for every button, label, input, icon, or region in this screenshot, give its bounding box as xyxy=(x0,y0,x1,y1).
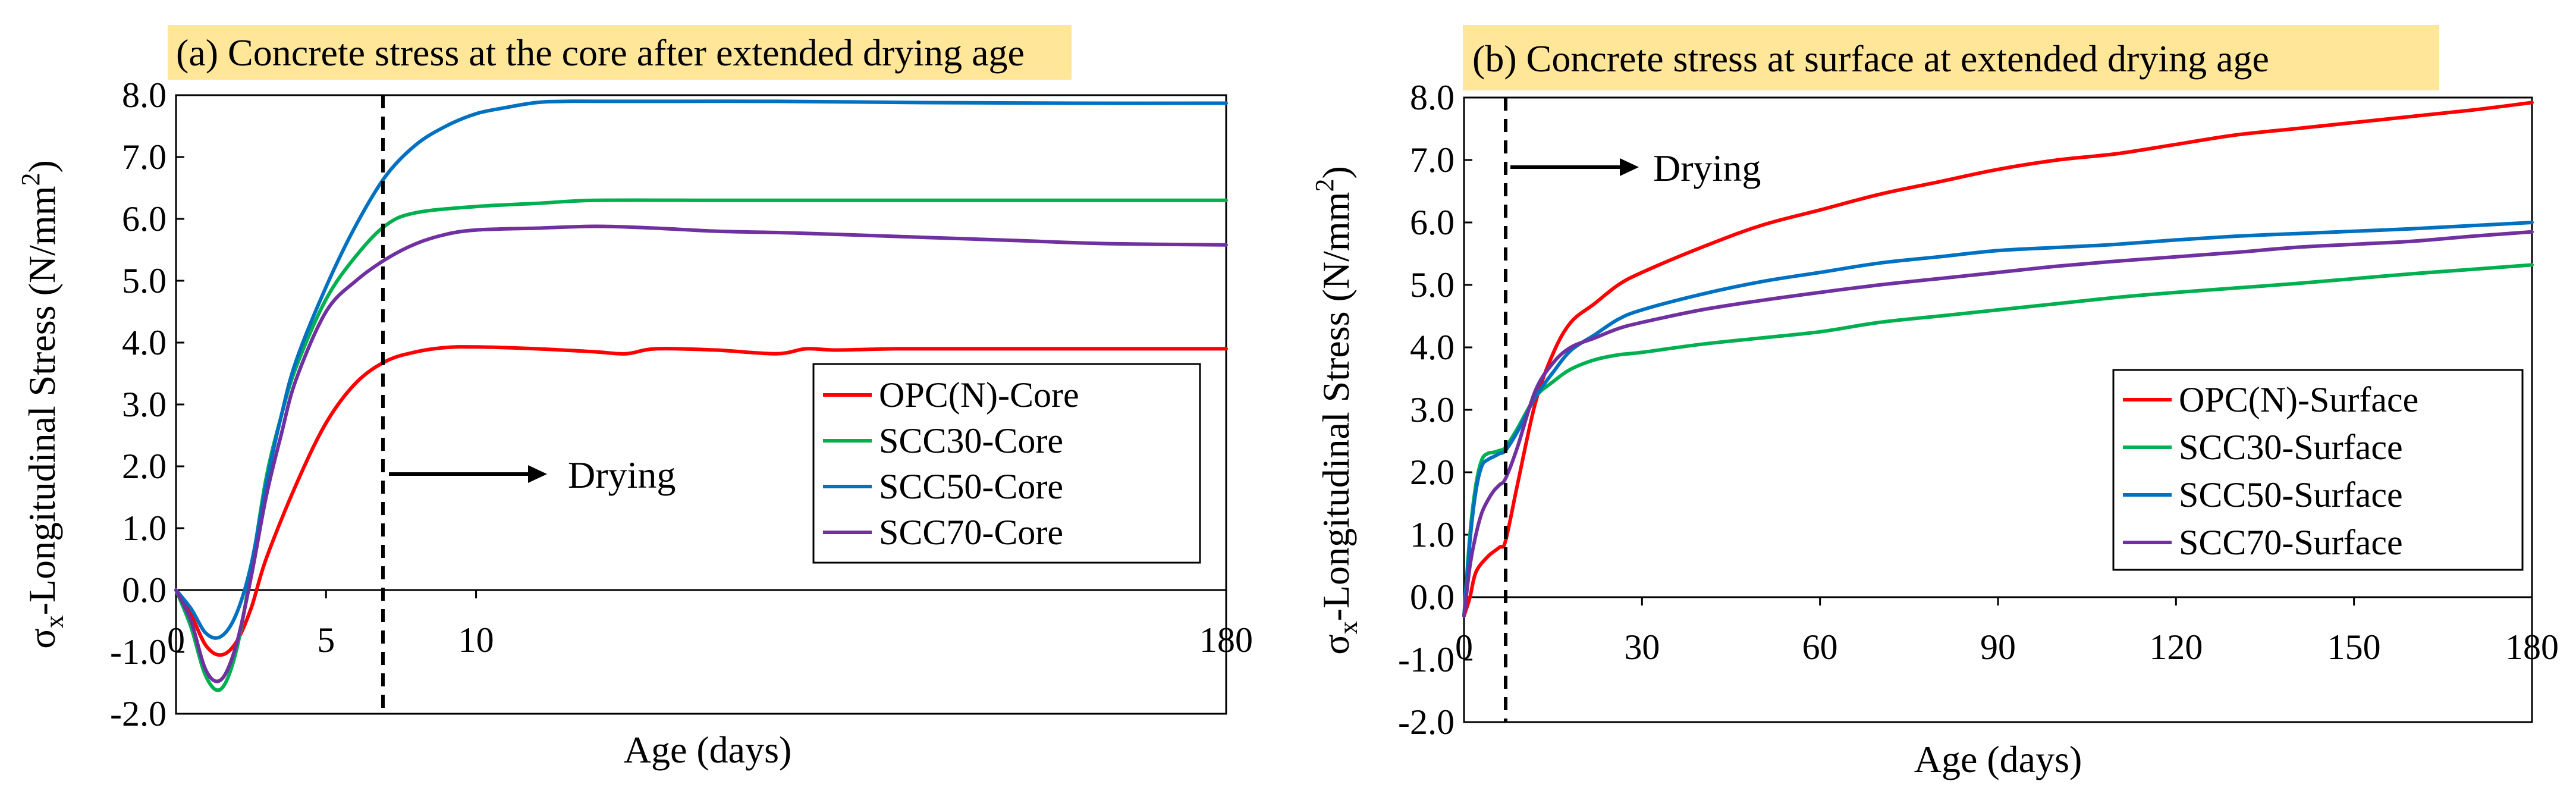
x-tick-label: 180 xyxy=(1199,620,1253,660)
x-tick-label: 180 xyxy=(2505,628,2559,667)
x-tick-label: 30 xyxy=(1624,628,1660,667)
panel-b-legend: OPC(N)-Surface SCC30-Surface SCC50-Surface… xyxy=(2112,369,2524,571)
panel-b-x-axis-title: Age (days) xyxy=(1914,738,2082,780)
panel-a-y-axis: -2.0 -1.0 0.0 1.0 2.0 3.0 4.0 5.0 6.0 7.0 8.0 xyxy=(110,76,184,733)
legend-label: SCC50-Core xyxy=(879,467,1063,506)
y-tick-label: 7.0 xyxy=(1410,140,1455,180)
x-tick-label: 10 xyxy=(458,620,494,660)
legend-label: OPC(N)-Surface xyxy=(2179,380,2418,419)
panel-a-legend: OPC(N)-Core SCC30-Core SCC50-Core SCC70-Cor… xyxy=(812,363,1201,564)
y-tick-label: 6.0 xyxy=(122,199,167,239)
y-tick-label: 3.0 xyxy=(1410,390,1455,429)
y-tick-label: 1.0 xyxy=(1410,515,1455,554)
series-line-scc70-surface xyxy=(1462,230,2534,618)
panel-a-x-axis-title: Age (days) xyxy=(624,729,792,771)
y-tick-label: 7.0 xyxy=(122,137,167,177)
y-tick-label: 5.0 xyxy=(1410,265,1455,305)
y-tick-label: -1.0 xyxy=(110,632,167,672)
legend-label: SCC70-Surface xyxy=(2179,523,2403,562)
series-line-scc50-core xyxy=(174,99,1228,640)
panel-b-drying-arrowhead xyxy=(1620,158,1639,176)
legend-label: OPC(N)-Core xyxy=(879,375,1079,415)
legend-label: SCC70-Core xyxy=(879,513,1063,552)
y-tick-label: -1.0 xyxy=(1398,640,1455,679)
series-line-scc30-core xyxy=(174,198,1228,692)
y-tick-label: 2.0 xyxy=(1410,453,1455,492)
x-tick-label: 150 xyxy=(2327,628,2381,667)
panel-a-series xyxy=(174,99,1228,692)
panel-b-title: (b) Concrete stress at surface at extend… xyxy=(1472,37,2269,80)
y-tick-label: -2.0 xyxy=(110,694,167,733)
y-tick-label: 1.0 xyxy=(122,509,167,548)
panel-b-legend-box xyxy=(2112,369,2524,571)
series-line-scc70-core xyxy=(174,224,1228,683)
y-tick-label: 4.0 xyxy=(1410,328,1455,367)
panel-b-y-axis-title: σx-Longitudinal Stress (N/mm2) xyxy=(1310,166,1363,655)
panel-b-surface-stress-chart: (b) Concrete stress at surface at extend… xyxy=(1310,25,2559,780)
legend-label: SCC50-Surface xyxy=(2179,475,2403,514)
legend-label: SCC30-Core xyxy=(879,421,1063,460)
panel-a-drying-label: Drying xyxy=(568,454,676,496)
x-tick-label: 90 xyxy=(1980,628,2016,667)
y-tick-label: 0.0 xyxy=(1410,578,1455,617)
panel-a-core-stress-chart: (a) Concrete stress at the core after ex… xyxy=(16,25,1253,771)
x-tick-label: 0 xyxy=(1455,628,1473,667)
y-tick-label: 2.0 xyxy=(122,447,167,486)
panel-a-legend-box xyxy=(812,363,1201,564)
y-tick-label: 8.0 xyxy=(122,76,167,115)
y-tick-label: 3.0 xyxy=(122,385,167,424)
panel-b-x-axis: 0 30 60 90 120 150 180 xyxy=(1455,596,2559,667)
panel-a-drying-arrowhead xyxy=(528,465,547,483)
panel-b-drying-label: Drying xyxy=(1653,147,1761,189)
legend-label: SCC30-Surface xyxy=(2179,428,2403,467)
x-tick-label: 5 xyxy=(317,620,335,660)
panel-b-y-axis: -2.0 -1.0 0.0 1.0 2.0 3.0 4.0 5.0 6.0 7.0 8.0 xyxy=(1398,78,1472,742)
y-tick-label: 6.0 xyxy=(1410,203,1455,242)
series-line-scc30-surface xyxy=(1462,263,2534,618)
panel-b-series xyxy=(1462,101,2534,618)
y-tick-label: -2.0 xyxy=(1398,702,1455,742)
series-line-opc-n-surface xyxy=(1462,101,2534,618)
panel-a-title-background xyxy=(168,25,1072,80)
y-tick-label: 8.0 xyxy=(1410,78,1455,117)
panel-a-x-axis: 0 5 10 180 xyxy=(167,589,1253,660)
series-line-scc50-surface xyxy=(1462,221,2534,618)
x-tick-label: 0 xyxy=(167,620,185,660)
panel-a-title: (a) Concrete stress at the core after ex… xyxy=(176,32,1025,74)
y-tick-label: 4.0 xyxy=(122,323,167,362)
x-tick-label: 120 xyxy=(2149,628,2203,667)
panel-a-y-axis-title: σx-Longitudinal Stress (N/mm2) xyxy=(16,160,69,649)
y-tick-label: 5.0 xyxy=(122,261,167,300)
series-line-opc-n-core xyxy=(174,345,1228,657)
panel-b-title-background xyxy=(1463,25,2439,90)
x-tick-label: 60 xyxy=(1802,628,1838,667)
y-tick-label: 0.0 xyxy=(122,570,167,610)
